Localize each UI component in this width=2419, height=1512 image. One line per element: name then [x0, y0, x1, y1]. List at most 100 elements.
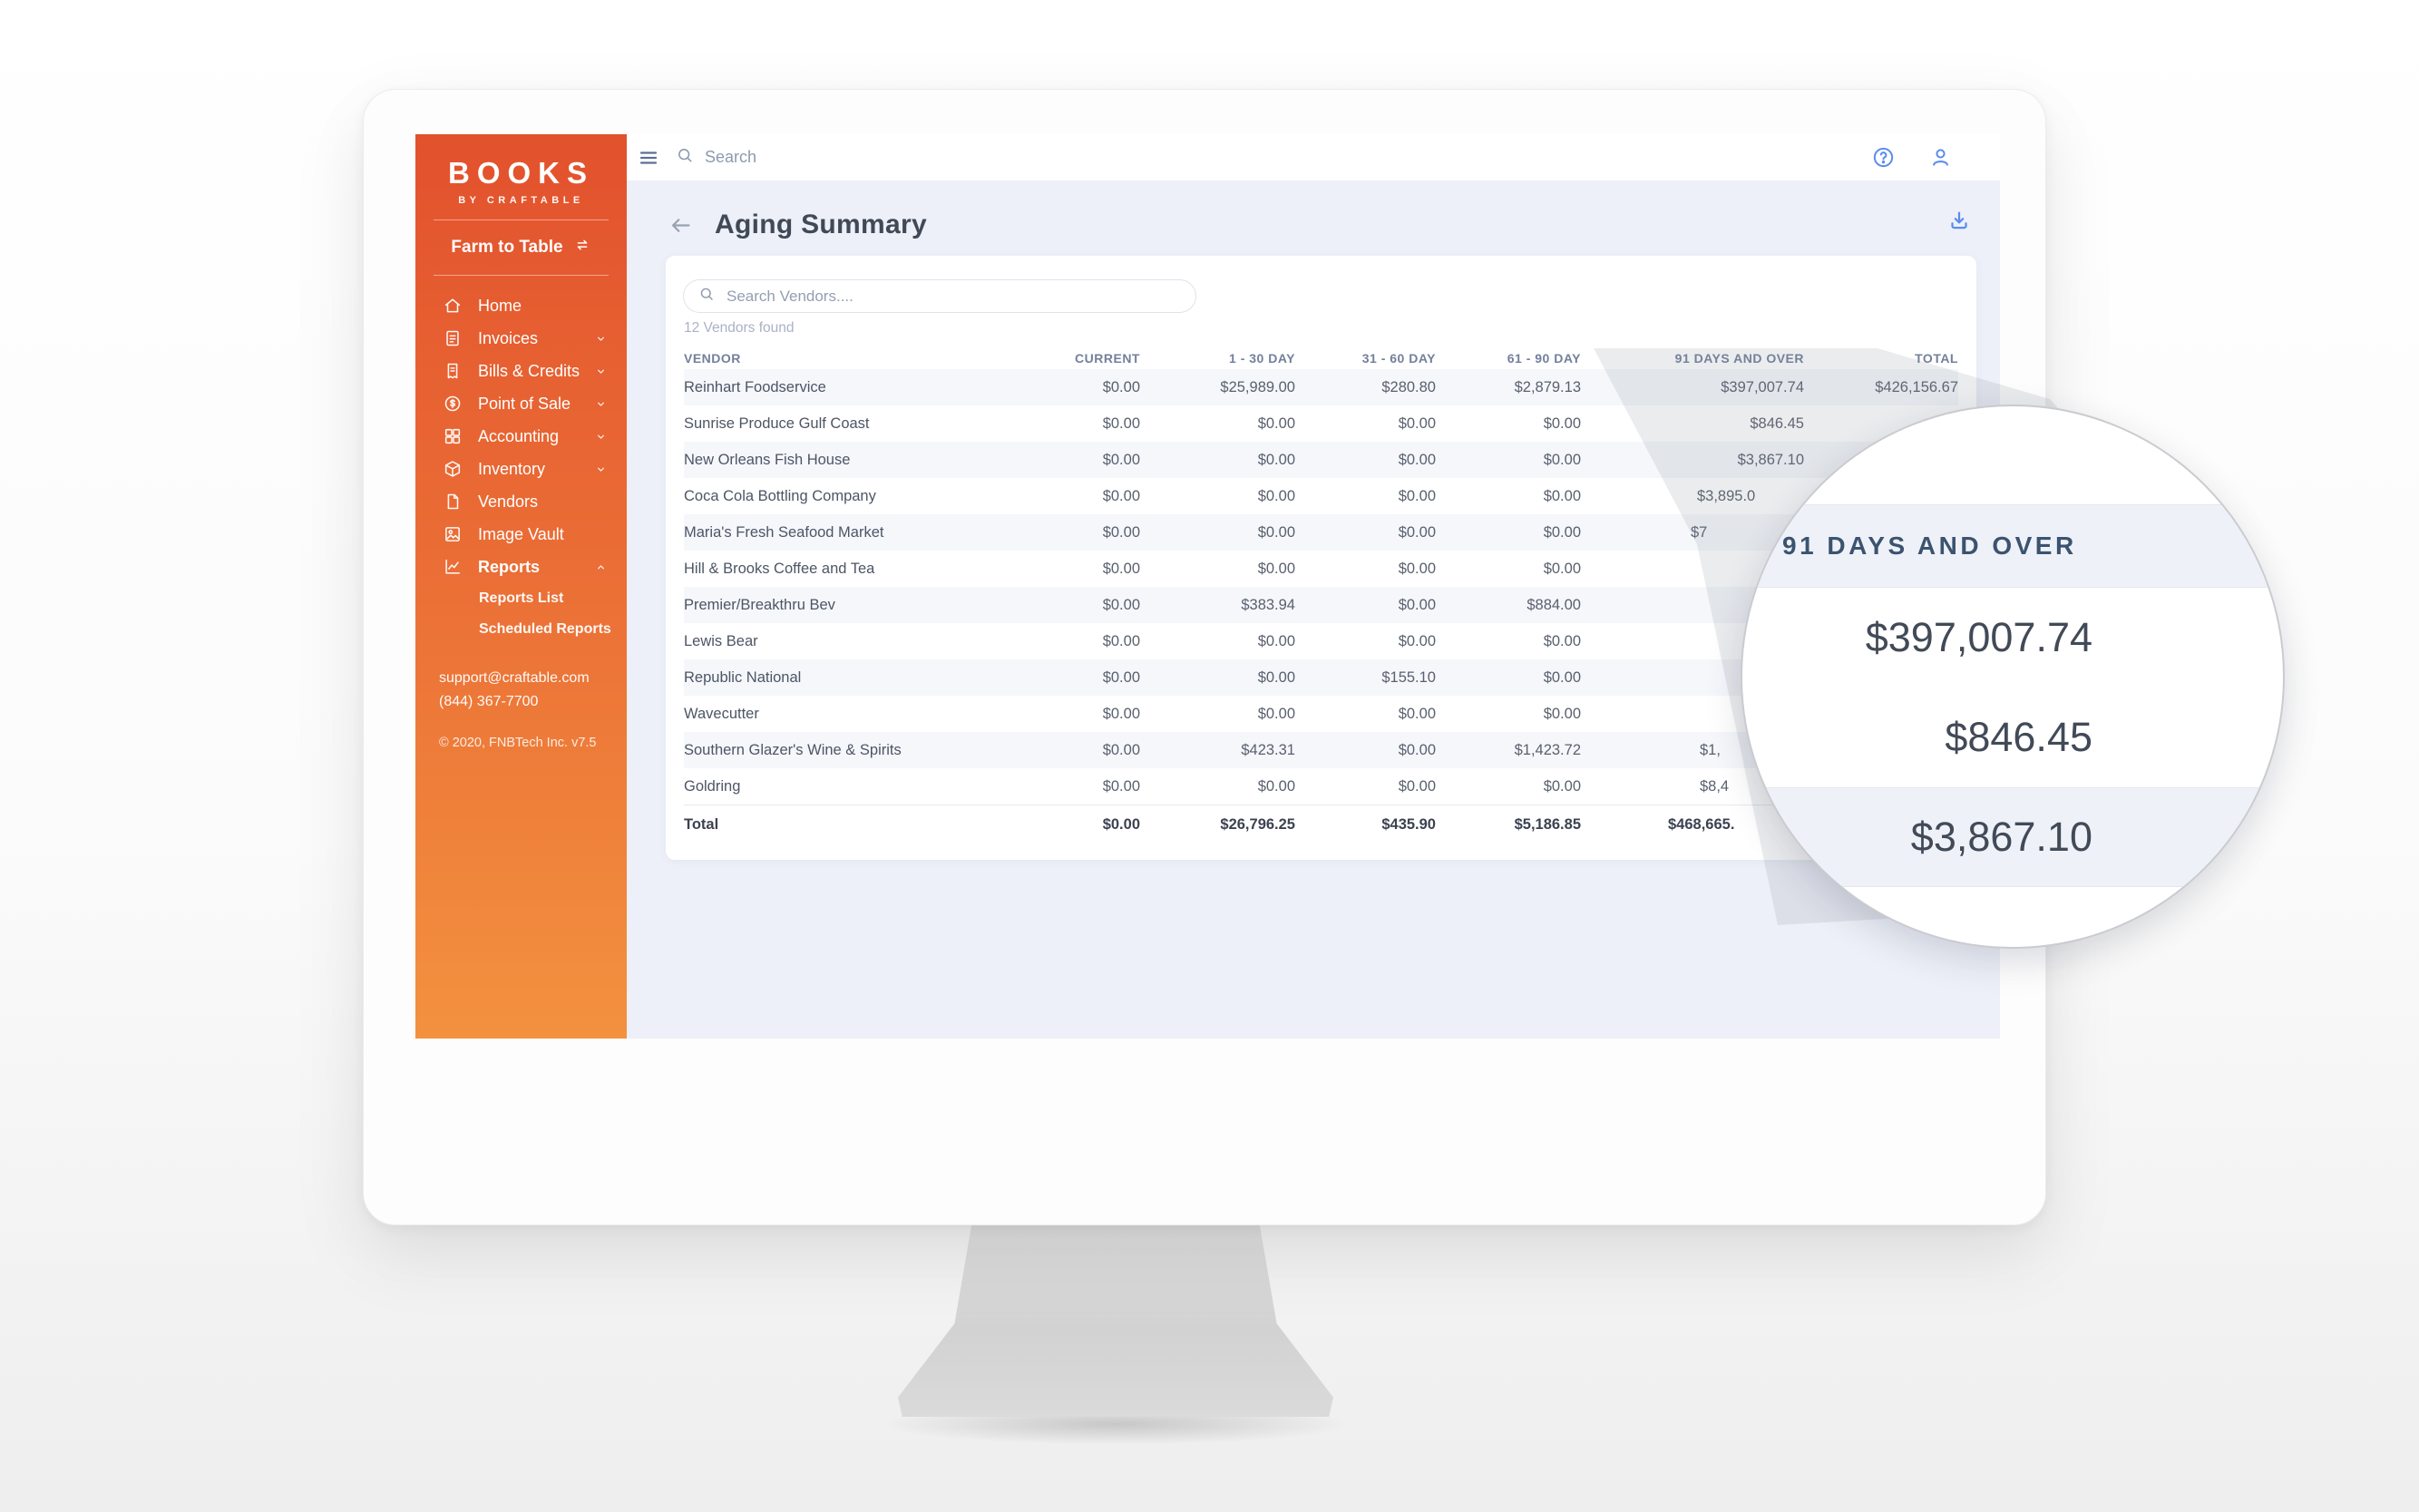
org-switcher[interactable]: Farm to Table: [415, 234, 627, 261]
table-row[interactable]: Hill & Brooks Coffee and Tea $0.00 $0.00 $0…: [684, 551, 1958, 587]
column-header-31-60-day: 31 - 60 DAY: [1361, 351, 1436, 366]
magnifier-circle: 91 DAYS AND OVER $397,007.74 $846.45 $3,…: [1741, 405, 2285, 949]
total-cell-d61_90: $5,186.85: [1514, 815, 1581, 833]
chevron-down-icon: [593, 331, 609, 346]
table-row[interactable]: Sunrise Produce Gulf Coast $0.00 $0.00 $0.0…: [684, 405, 1958, 442]
chevron-down-icon: [593, 429, 609, 444]
bills-icon: [443, 361, 463, 381]
cell-d1_30: $0.00: [1257, 560, 1295, 577]
cell-d31_60: $280.80: [1381, 378, 1436, 395]
table-row[interactable]: Premier/Breakthru Bev $0.00 $383.94 $0.00 $8…: [684, 587, 1958, 623]
cell-current: $0.00: [1102, 487, 1140, 504]
cell-current: $0.00: [1102, 415, 1140, 432]
column-header-vendor: VENDOR: [684, 351, 741, 366]
cell-d1_30: $383.94: [1241, 596, 1295, 613]
cell-d1_30: $0.00: [1257, 487, 1295, 504]
cell-d91: $397,007.74: [1721, 378, 1804, 395]
table-row[interactable]: Goldring $0.00 $0.00 $0.00 $0.00 $8,4: [684, 768, 1958, 805]
column-header-1-30-day: 1 - 30 DAY: [1229, 351, 1295, 366]
cell-current: $0.00: [1102, 632, 1140, 649]
cell-current: $0.00: [1102, 596, 1140, 613]
support-email[interactable]: support@craftable.com: [439, 670, 590, 686]
logo-text: BOOKS: [447, 156, 594, 190]
cell-d61_90: $0.00: [1543, 632, 1581, 649]
reports-icon: [443, 557, 463, 577]
cell-vendor: Premier/Breakthru Bev: [684, 596, 835, 613]
sidebar-item-vendors[interactable]: Vendors: [415, 485, 627, 518]
magnifier-value: $3,867.10: [1910, 814, 2092, 860]
chevron-up-icon: [593, 560, 609, 575]
sidebar-subnav: Reports List Scheduled Reports: [415, 583, 627, 645]
sidebar-item-accounting[interactable]: Accounting: [415, 420, 627, 453]
cell-d91: $846.45: [1750, 415, 1804, 432]
sidebar-item-image-vault[interactable]: Image Vault: [415, 518, 627, 551]
vendor-search-box: [683, 279, 1196, 313]
cell-d1_30: $0.00: [1257, 777, 1295, 795]
cell-d31_60: $0.00: [1398, 487, 1436, 504]
cell-d61_90: $2,879.13: [1514, 378, 1581, 395]
cell-vendor: Republic National: [684, 668, 802, 686]
results-count: 12 Vendors found: [684, 320, 795, 336]
table-row[interactable]: Coca Cola Bottling Company $0.00 $0.00 $0.0…: [684, 478, 1958, 514]
org-name: Farm to Table: [451, 238, 563, 257]
subnav-item-label: Reports List: [479, 590, 564, 606]
sidebar-item-label: Invoices: [478, 328, 539, 347]
column-header-61-90-day: 61 - 90 DAY: [1507, 351, 1581, 366]
magnifier-value: $397,007.74: [1865, 614, 2092, 660]
cell-total: $426,156.67: [1875, 378, 1958, 395]
cell-d91: $1,: [1700, 741, 1721, 758]
sidebar-item-invoices[interactable]: Invoices: [415, 322, 627, 355]
search-icon: [676, 146, 694, 169]
total-cell-d91: $468,665.: [1668, 815, 1735, 833]
chevron-down-icon: [593, 364, 609, 379]
monitor-stand: [898, 1223, 1333, 1417]
pos-icon: [443, 394, 463, 414]
download-icon[interactable]: [1946, 208, 1973, 235]
cell-d91: $8,4: [1700, 777, 1730, 795]
cell-vendor: Reinhart Foodservice: [684, 378, 826, 395]
cell-d91: $3,867.10: [1737, 451, 1804, 468]
sidebar-item-reports[interactable]: Reports: [415, 551, 627, 583]
cell-d31_60: $0.00: [1398, 523, 1436, 541]
sidebar-item-label: Reports: [478, 557, 541, 576]
cell-d61_90: $0.00: [1543, 451, 1581, 468]
user-icon[interactable]: [1928, 145, 1953, 170]
cell-d61_90: $0.00: [1543, 705, 1581, 722]
total-cell-d1_30: $26,796.25: [1220, 815, 1295, 833]
accounting-icon: [443, 426, 463, 446]
cell-d91: $3,895.0: [1697, 487, 1756, 504]
help-icon[interactable]: [1871, 145, 1896, 170]
sidebar-subitem-scheduled-reports[interactable]: Scheduled Reports: [415, 614, 627, 645]
cell-d31_60: $0.00: [1398, 596, 1436, 613]
sidebar-item-inventory[interactable]: Inventory: [415, 453, 627, 485]
cell-vendor: Maria's Fresh Seafood Market: [684, 523, 884, 541]
table-row[interactable]: New Orleans Fish House $0.00 $0.00 $0.00 $0.…: [684, 442, 1958, 478]
sidebar-item-label: Point of Sale: [478, 394, 571, 413]
cell-current: $0.00: [1102, 777, 1140, 795]
back-arrow-icon[interactable]: [668, 213, 693, 238]
vendor-search-input[interactable]: [725, 286, 1181, 307]
table-row[interactable]: Southern Glazer's Wine & Spirits $0.00 $42…: [684, 732, 1958, 768]
sidebar-subitem-reports-list[interactable]: Reports List: [415, 583, 627, 614]
cell-vendor: Goldring: [684, 777, 741, 795]
table-row[interactable]: Lewis Bear $0.00 $0.00 $0.00 $0.00: [684, 623, 1958, 659]
cell-current: $0.00: [1102, 741, 1140, 758]
sidebar-item-point-of-sale[interactable]: Point of Sale: [415, 387, 627, 420]
cell-d1_30: $0.00: [1257, 632, 1295, 649]
table-row[interactable]: Wavecutter $0.00 $0.00 $0.00 $0.00: [684, 696, 1958, 732]
cell-d31_60: $0.00: [1398, 777, 1436, 795]
cell-current: $0.00: [1102, 378, 1140, 395]
table-row[interactable]: Reinhart Foodservice $0.00 $25,989.00 $280.…: [684, 369, 1958, 405]
logo-subtext: BY CRAFTABLE: [458, 195, 584, 206]
sidebar-item-bills-credits[interactable]: Bills & Credits: [415, 355, 627, 387]
total-cell-current: $0.00: [1102, 815, 1140, 833]
cell-vendor: Southern Glazer's Wine & Spirits: [684, 741, 902, 758]
inventory-icon: [443, 459, 463, 479]
search-input[interactable]: [703, 147, 1088, 168]
cell-d1_30: $0.00: [1257, 523, 1295, 541]
menu-icon[interactable]: [638, 147, 659, 169]
cell-d1_30: $25,989.00: [1220, 378, 1295, 395]
sidebar-item-home[interactable]: Home: [415, 289, 627, 322]
magnifier-header-band: [1742, 504, 2283, 588]
